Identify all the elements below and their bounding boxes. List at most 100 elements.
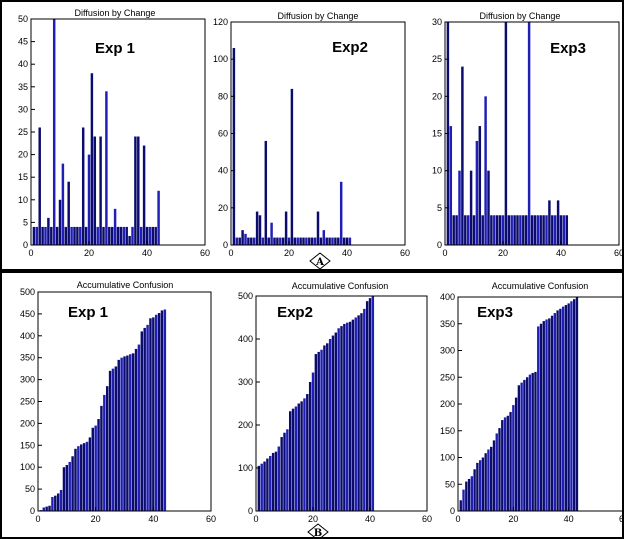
bar xyxy=(82,443,86,511)
bar xyxy=(342,237,346,245)
bar xyxy=(564,305,568,511)
bar xyxy=(294,406,298,511)
y-tick-label: 0 xyxy=(437,240,442,250)
bar xyxy=(250,237,253,245)
bar xyxy=(42,507,45,511)
bar xyxy=(553,313,557,511)
bar xyxy=(300,401,303,511)
bar xyxy=(152,317,155,511)
bar xyxy=(232,48,236,245)
bar xyxy=(247,237,250,245)
bar xyxy=(241,230,244,245)
bar xyxy=(570,301,573,511)
bar xyxy=(320,349,323,511)
bar xyxy=(507,215,511,245)
y-tick-label: 10 xyxy=(18,195,28,205)
bar xyxy=(290,88,294,245)
bar xyxy=(514,397,518,511)
bar xyxy=(263,461,266,511)
x-tick-label: 20 xyxy=(91,514,101,524)
bar xyxy=(142,145,146,245)
bar xyxy=(550,315,554,511)
bar xyxy=(504,22,508,245)
y-tick-label: 0 xyxy=(23,240,28,250)
bar xyxy=(48,505,51,511)
bar xyxy=(519,215,522,245)
y-tick-label: 300 xyxy=(440,346,455,356)
bar xyxy=(476,462,479,511)
bar xyxy=(108,226,111,245)
bar xyxy=(56,493,60,511)
bar xyxy=(122,226,126,245)
bar xyxy=(334,237,337,245)
bar xyxy=(81,127,85,245)
bars xyxy=(446,22,569,245)
y-tick-label: 0 xyxy=(30,506,35,516)
bar xyxy=(146,324,149,511)
bar xyxy=(260,463,263,511)
bar xyxy=(296,237,299,245)
bar xyxy=(314,354,318,511)
x-tick-label: 0 xyxy=(28,248,33,258)
y-tick-label: 200 xyxy=(440,399,455,409)
bar xyxy=(76,226,79,245)
bar xyxy=(269,455,272,511)
bar xyxy=(74,448,77,511)
bar xyxy=(328,237,331,245)
bar xyxy=(365,301,369,511)
bar xyxy=(520,382,523,511)
bar xyxy=(371,296,375,511)
y-tick-label: 400 xyxy=(238,334,253,344)
y-tick-label: 45 xyxy=(18,37,28,47)
bar xyxy=(266,458,269,511)
bar xyxy=(323,345,326,511)
bar xyxy=(110,226,114,245)
bar xyxy=(59,489,63,511)
bar xyxy=(317,351,320,511)
bar xyxy=(279,237,282,245)
bar xyxy=(129,354,132,511)
experiment-label: Exp2 xyxy=(277,304,313,321)
bar xyxy=(297,403,300,511)
bar xyxy=(528,374,532,511)
chart-2: Diffusion by Change 0 20 40 60 80 100 120 0 20 40 6… xyxy=(213,11,410,258)
bar xyxy=(561,306,565,511)
bar xyxy=(575,297,579,511)
bar xyxy=(103,394,106,511)
bar xyxy=(534,371,537,511)
bar xyxy=(252,237,256,245)
bar xyxy=(120,357,123,511)
bar xyxy=(154,226,157,245)
bar xyxy=(111,368,115,511)
bar xyxy=(339,181,343,245)
bar xyxy=(495,215,499,245)
y-tick-label: 0 xyxy=(248,506,253,516)
bar xyxy=(70,226,73,245)
chart-title: Accumulative Confusion xyxy=(492,281,589,291)
axes-box xyxy=(255,295,428,512)
bar xyxy=(114,366,118,511)
bar xyxy=(458,170,461,245)
bar xyxy=(148,226,152,245)
bar xyxy=(351,319,355,511)
bar xyxy=(291,408,295,511)
bar xyxy=(102,226,105,245)
bar xyxy=(360,313,363,511)
experiment-label: Exp 1 xyxy=(68,304,108,321)
x-tick-label: 60 xyxy=(200,248,210,258)
bar xyxy=(274,451,278,511)
bar xyxy=(238,237,241,245)
bar xyxy=(151,226,155,245)
bar xyxy=(134,136,137,245)
bar xyxy=(85,441,89,511)
x-tick-label: 40 xyxy=(142,248,152,258)
bar xyxy=(510,215,513,245)
bar xyxy=(94,425,97,511)
y-tick-label: 20 xyxy=(18,150,28,160)
bar xyxy=(84,226,88,245)
y-tick-label: 5 xyxy=(23,217,28,227)
x-tick-label: 40 xyxy=(564,514,574,524)
x-tick-label: 0 xyxy=(228,248,233,258)
y-tick-label: 5 xyxy=(437,203,442,213)
bar xyxy=(38,127,41,245)
